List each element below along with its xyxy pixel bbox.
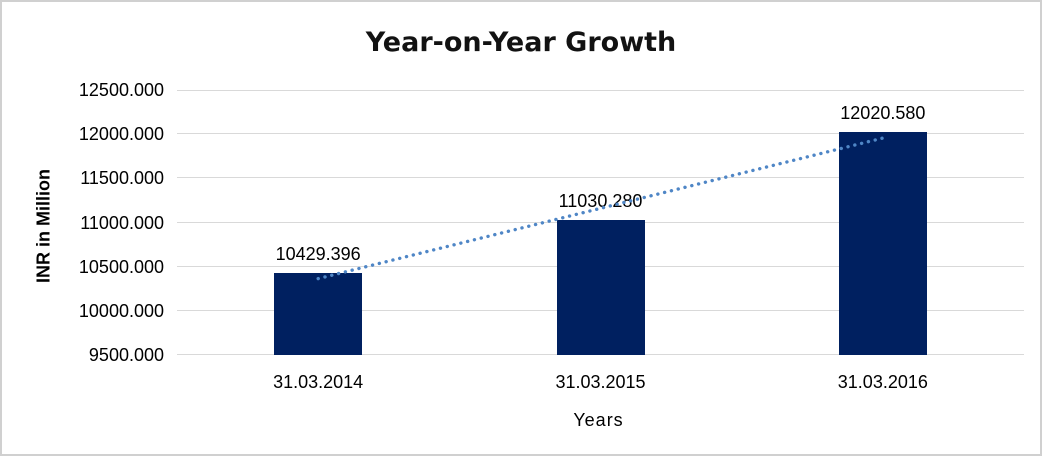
x-category-label: 31.03.2016 <box>837 372 928 392</box>
y-tick-label: 11500.000 <box>80 168 164 189</box>
y-tick-label: 12500.000 <box>78 80 164 100</box>
bar <box>556 219 645 355</box>
y-tick-label: 11000.000 <box>80 212 164 233</box>
y-gridline <box>177 177 1024 178</box>
y-tick-label: 9500.000 <box>88 345 164 365</box>
trendline-segment <box>316 136 885 281</box>
y-gridline <box>177 90 1024 91</box>
bar <box>274 272 363 355</box>
trendline <box>316 136 885 281</box>
bar-data-label: 10429.396 <box>275 243 361 264</box>
bar <box>838 132 927 355</box>
y-tick-label: 10500.000 <box>78 256 164 277</box>
bar-data-label: 12020.580 <box>840 103 926 124</box>
y-tick-label: 12000.000 <box>78 124 164 145</box>
x-axis-title: Years <box>573 410 624 430</box>
plot-area <box>177 90 1024 355</box>
x-category-label: 31.03.2014 <box>273 372 364 392</box>
y-tick-label: 10000.000 <box>78 300 164 321</box>
chart-title: Year-on-Year Growth <box>365 27 677 58</box>
bar-data-label: 11030.280 <box>558 190 643 211</box>
x-category-label: 31.03.2015 <box>555 372 646 392</box>
y-gridline <box>177 133 1024 134</box>
